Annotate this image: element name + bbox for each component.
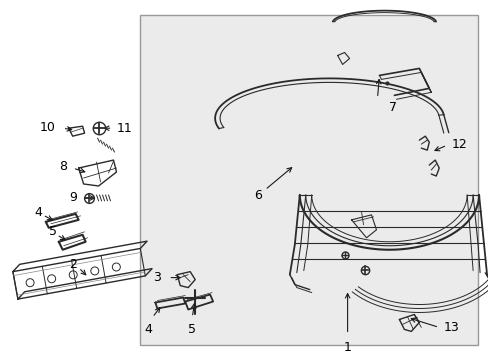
Text: 13: 13 — [442, 321, 458, 334]
Text: 5: 5 — [49, 225, 57, 238]
Text: 6: 6 — [253, 189, 262, 202]
Text: 11: 11 — [116, 122, 132, 135]
Text: 4: 4 — [144, 323, 152, 337]
Text: 12: 12 — [450, 138, 466, 150]
Text: 10: 10 — [40, 121, 56, 134]
Text: 2: 2 — [69, 258, 77, 271]
Text: 3: 3 — [153, 271, 161, 284]
Text: 5: 5 — [188, 323, 196, 337]
Text: 1: 1 — [343, 341, 351, 354]
Text: 8: 8 — [59, 159, 66, 172]
Text: 7: 7 — [388, 101, 397, 114]
Bar — [140, 15, 477, 345]
Text: 4: 4 — [35, 206, 42, 219]
Text: 9: 9 — [69, 192, 77, 204]
